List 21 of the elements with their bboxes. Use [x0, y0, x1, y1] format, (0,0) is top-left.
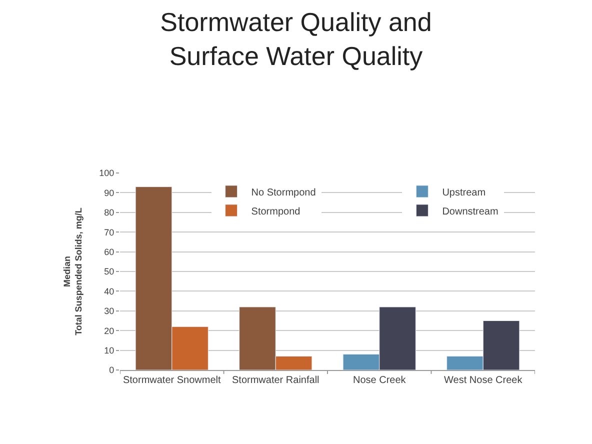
- y-tick-label: 40: [104, 286, 114, 296]
- y-tick-label: 80: [104, 208, 114, 218]
- y-tick-label: 100: [99, 168, 114, 178]
- y-tick-label: 30: [104, 306, 114, 316]
- x-tick-label: Stormwater Rainfall: [232, 375, 320, 386]
- legend-label: Stormpond: [251, 206, 300, 218]
- y-tick-label: 70: [104, 227, 114, 238]
- y-tick-label: 60: [104, 246, 114, 257]
- legend-label: No Stormpond: [251, 187, 316, 198]
- chart-title: Stormwater Quality and Surface Water Quality: [160, 7, 432, 71]
- x-tick-label: Stormwater Snowmelt: [122, 375, 222, 386]
- y-tick-label: 90: [104, 188, 114, 198]
- y-tick-label: 10: [104, 345, 114, 356]
- x-tick-label: West Nose Creek: [444, 375, 524, 386]
- y-axis-title: Median Total Suspended Solids, mg/L: [62, 207, 84, 336]
- legend-label: Downstream: [442, 206, 498, 218]
- y-tick-label: 50: [104, 266, 114, 277]
- y-tick-label: 20: [104, 326, 114, 336]
- x-tick-label: Nose Creek: [352, 375, 407, 386]
- y-tick-label: 0: [109, 365, 114, 376]
- legend-label: Upstream: [442, 187, 486, 198]
